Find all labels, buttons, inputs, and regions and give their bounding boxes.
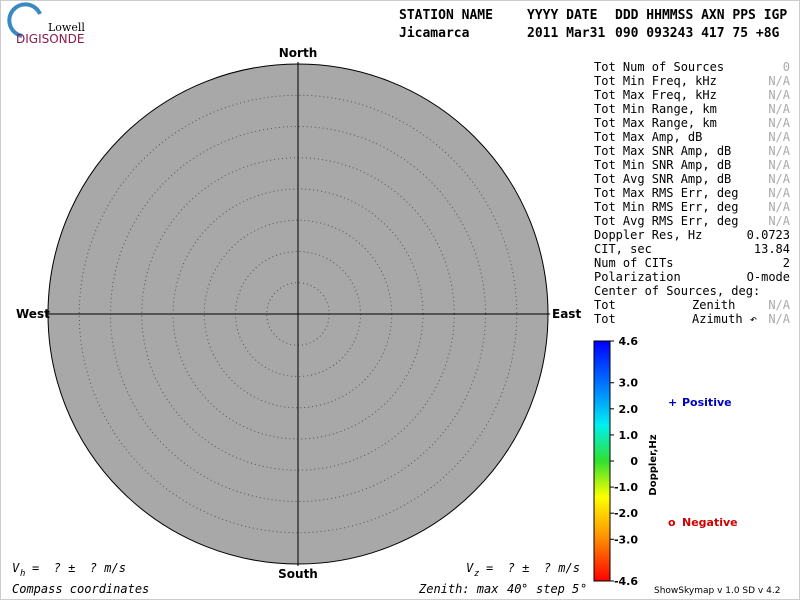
- zenith-unit: °: [580, 582, 587, 596]
- stat-label: Tot Avg RMS Err, deg: [594, 214, 739, 228]
- stat-label: Num of CITs: [594, 256, 673, 270]
- stat-label: Tot Avg SNR Amp, dB: [594, 172, 731, 186]
- stat-value: O-mode: [747, 270, 790, 284]
- center-coord: Azimuth ↶: [692, 312, 757, 326]
- west-label: West: [16, 307, 50, 321]
- legend-negative: Negative: [682, 516, 738, 529]
- logo-arc: [7, 2, 42, 38]
- colorbar-tick-label: -2.0: [614, 507, 638, 520]
- zenith-max: 40: [507, 582, 521, 596]
- stat-value: N/A: [768, 102, 790, 116]
- zenith-info: Zenith: max 40 ° step 5 °: [418, 582, 587, 596]
- colorbar-tick-label: -4.6: [614, 575, 638, 588]
- stat-value: 0.0723: [747, 228, 790, 242]
- center-value: N/A: [768, 312, 790, 326]
- stat-value: N/A: [768, 116, 790, 130]
- stat-value: 2: [783, 256, 790, 270]
- vz-sub: z: [474, 569, 479, 579]
- stats-table: Tot Num of Sources 0 Tot Min Freq, kHz N/A T…: [594, 60, 791, 326]
- stat-label: Tot Min RMS Err, deg: [594, 200, 739, 214]
- colorbar-ticks: 4.6 3.0 2.0 1.0 0 -1.0 -2.0 -3.0 -4.6: [610, 335, 638, 588]
- stat-value: 0: [783, 60, 790, 74]
- stat-label: Tot Num of Sources: [594, 60, 724, 74]
- stat-label: Doppler Res, Hz: [594, 228, 702, 242]
- stat-label: Tot Max Range, km: [594, 116, 717, 130]
- colorbar-label: Doppler,Hz: [648, 434, 659, 495]
- colorbar-tick-label: 4.6: [619, 335, 639, 348]
- stat-value: N/A: [768, 172, 790, 186]
- stat-value: N/A: [768, 200, 790, 214]
- colorbar-tick-label: 3.0: [619, 377, 639, 390]
- logo-bottom: DIGISONDE: [16, 32, 84, 46]
- footer-left: Compass coordinates: [12, 582, 149, 596]
- colorbar-tick-label: -3.0: [614, 533, 638, 546]
- header-col: YYYY DATE: [527, 8, 597, 23]
- header-value: 2011 Mar31: [527, 26, 605, 41]
- stat-value: N/A: [768, 158, 790, 172]
- logo-top: Lowell: [48, 21, 85, 34]
- vh-sub: h: [20, 569, 25, 579]
- legend-positive-symbol: +: [668, 396, 677, 409]
- stat-value: N/A: [768, 88, 790, 102]
- zenith-unit: °: [521, 582, 528, 596]
- stat-label: Tot Max RMS Err, deg: [594, 186, 739, 200]
- stat-label: CIT, sec: [594, 242, 652, 256]
- zenith-step-label: step: [536, 582, 565, 596]
- legend-positive: Positive: [682, 396, 732, 409]
- south-label: South: [278, 567, 318, 581]
- stat-value: N/A: [768, 214, 790, 228]
- colorbar-tick-label: 2.0: [619, 403, 639, 416]
- north-label: North: [279, 46, 317, 60]
- center-label: Tot: [594, 312, 616, 326]
- center-coord: Zenith: [692, 298, 735, 312]
- header-value: Jicamarca: [399, 26, 470, 41]
- stat-label: Polarization: [594, 270, 681, 284]
- zenith-label: Zenith: max: [418, 582, 499, 596]
- stat-value: N/A: [768, 144, 790, 158]
- colorbar-tick-label: 1.0: [619, 429, 639, 442]
- header-col: STATION NAME: [399, 8, 493, 23]
- header-value: 090 093243 417 75 +8G: [615, 26, 780, 41]
- stat-value: N/A: [768, 186, 790, 200]
- stat-value: N/A: [768, 74, 790, 88]
- vz-symbol: V: [466, 561, 474, 575]
- colorbar: [593, 340, 611, 582]
- vz-text: = ? ± ? m/s: [486, 561, 580, 575]
- center-title: Center of Sources, deg:: [594, 284, 760, 298]
- center-label: Tot: [594, 298, 616, 312]
- stat-label: Tot Max SNR Amp, dB: [594, 144, 731, 158]
- footer-right: ShowSkymap v 1.0 SD v 4.2: [654, 586, 780, 596]
- zenith-step: 5: [572, 582, 579, 596]
- colorbar-tick-label: -1.0: [614, 481, 638, 494]
- colorbar-tick-label: 0: [630, 455, 638, 468]
- legend-negative-symbol: o: [668, 516, 676, 529]
- stat-value: N/A: [768, 130, 790, 144]
- stat-label: Tot Min SNR Amp, dB: [594, 158, 731, 172]
- stat-label: Tot Max Freq, kHz: [594, 88, 717, 102]
- center-value: N/A: [768, 298, 790, 312]
- stat-value: 13.84: [754, 242, 790, 256]
- stat-label: Tot Max Amp, dB: [594, 130, 702, 144]
- stat-label: Tot Min Freq, kHz: [594, 74, 717, 88]
- header-col: DDD HHMMSS AXN PPS IGP: [615, 8, 787, 23]
- stat-label: Tot Min Range, km: [594, 102, 717, 116]
- vh-text: = ? ± ? m/s: [32, 561, 126, 575]
- polar-plot: [46, 62, 550, 566]
- vh-symbol: V: [12, 561, 20, 575]
- east-label: East: [552, 307, 581, 321]
